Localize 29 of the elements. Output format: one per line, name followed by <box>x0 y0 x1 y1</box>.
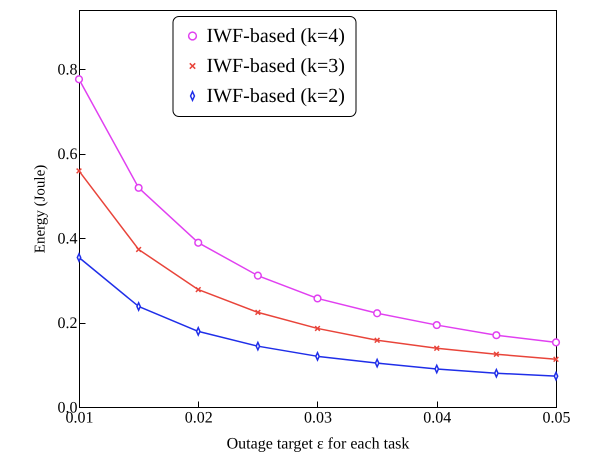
point <box>493 351 500 358</box>
x-tick-label: 0.04 <box>423 410 452 426</box>
point <box>432 320 441 330</box>
point <box>374 337 380 344</box>
point <box>74 75 84 84</box>
point <box>136 246 142 253</box>
y-axis-title: Energy (Joule) <box>32 164 48 254</box>
x-tick-label: 0.05 <box>542 410 570 426</box>
point <box>254 309 261 316</box>
y-tick-label: 0.6 <box>58 146 78 164</box>
point <box>254 272 262 280</box>
point <box>373 309 382 318</box>
point <box>195 286 202 293</box>
legend-label: IWF-based (k=4) <box>206 25 345 47</box>
legend-label: IWF-based (k=3) <box>206 55 345 77</box>
y-tick-label: 0.2 <box>58 315 78 332</box>
legend-label: IWF-based (k=2) <box>206 85 345 107</box>
point <box>314 325 321 332</box>
point <box>313 294 322 303</box>
point <box>492 331 500 340</box>
point <box>194 238 202 247</box>
point <box>434 345 440 352</box>
point <box>134 184 143 192</box>
y-tick-label: 0.8 <box>58 62 78 79</box>
point <box>552 338 560 346</box>
y-tick-label: 0.4 <box>58 230 78 248</box>
x-tick-label: 0.03 <box>304 410 332 426</box>
x-axis-title: Outage target ε for each task <box>226 436 410 452</box>
x-tick-label: 0.02 <box>184 410 213 426</box>
